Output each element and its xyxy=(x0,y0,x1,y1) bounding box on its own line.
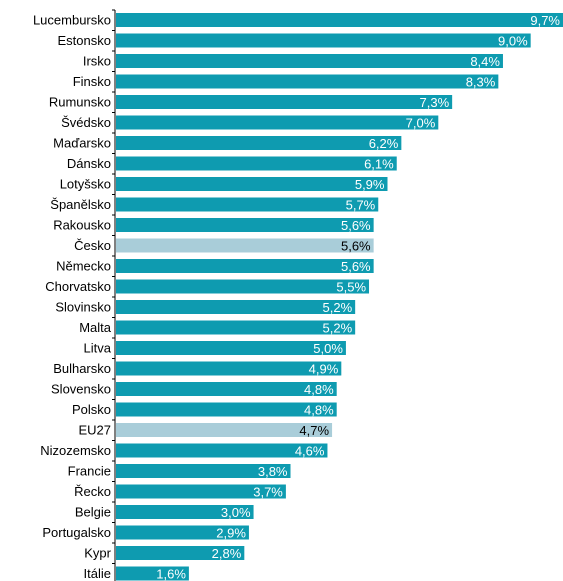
category-label: Rumunsko xyxy=(49,95,111,110)
value-label: 4,8% xyxy=(304,403,334,418)
category-label: EU27 xyxy=(78,423,111,438)
value-label: 8,3% xyxy=(466,75,496,90)
bar xyxy=(116,341,346,355)
bar xyxy=(116,218,374,232)
category-label: Maďarsko xyxy=(53,136,111,151)
value-label: 7,0% xyxy=(406,116,436,131)
category-label: Lotyšsko xyxy=(60,177,111,192)
bar xyxy=(116,566,189,581)
bar xyxy=(116,443,328,458)
category-label: Dánsko xyxy=(67,156,111,171)
value-label: 2,8% xyxy=(212,546,242,561)
category-label: Chorvatsko xyxy=(45,279,111,294)
category-label: Belgie xyxy=(75,505,111,520)
category-label: Švédsko xyxy=(61,115,111,130)
category-label: Estonsko xyxy=(58,33,111,48)
category-label: Nizozemsko xyxy=(40,443,111,458)
value-label: 6,2% xyxy=(369,136,399,151)
bar xyxy=(116,525,249,540)
bar xyxy=(116,464,291,478)
bar xyxy=(116,259,374,273)
category-label: Finsko xyxy=(73,74,111,89)
category-label: Polsko xyxy=(72,402,111,417)
value-label: 3,7% xyxy=(253,485,283,500)
bar xyxy=(116,54,503,68)
category-label: Litva xyxy=(84,341,112,356)
value-label: 4,9% xyxy=(309,362,339,377)
category-label: Itálie xyxy=(84,566,111,581)
value-label: 5,0% xyxy=(313,341,343,356)
value-label: 5,6% xyxy=(341,218,371,233)
value-label: 3,8% xyxy=(258,464,288,479)
value-label: 8,4% xyxy=(470,54,500,69)
bar-highlighted xyxy=(116,423,333,437)
category-label: Irsko xyxy=(83,54,111,69)
category-label: Slovensko xyxy=(51,382,111,397)
bar-highlighted xyxy=(116,238,374,253)
value-label: 9,0% xyxy=(498,34,528,49)
value-label: 4,7% xyxy=(299,423,329,438)
value-label: 5,2% xyxy=(323,300,353,315)
value-label: 4,8% xyxy=(304,382,334,397)
value-label: 5,9% xyxy=(355,177,385,192)
value-label: 9,7% xyxy=(530,13,560,28)
value-label: 5,6% xyxy=(341,259,371,274)
category-label: Malta xyxy=(79,320,112,335)
category-label: Německo xyxy=(56,259,111,274)
bar xyxy=(116,320,356,335)
bar xyxy=(116,361,342,376)
bar xyxy=(116,136,402,150)
value-label: 5,7% xyxy=(346,198,376,213)
bar xyxy=(116,484,286,499)
category-label: Francie xyxy=(68,464,111,479)
value-label: 3,0% xyxy=(221,505,251,520)
bar xyxy=(116,115,439,130)
category-label: Kypr xyxy=(84,546,111,561)
bar xyxy=(116,95,453,109)
bar xyxy=(116,197,379,212)
value-label: 5,5% xyxy=(336,280,366,295)
bar xyxy=(116,33,531,48)
category-label: Česko xyxy=(74,238,111,253)
value-label: 4,6% xyxy=(295,444,325,459)
bar xyxy=(116,382,337,396)
category-label: Slovinsko xyxy=(55,300,111,315)
bar xyxy=(116,300,356,314)
value-label: 5,2% xyxy=(323,321,353,336)
category-label: Řecko xyxy=(74,484,111,499)
category-label: Bulharsko xyxy=(53,361,111,376)
category-label: Španělsko xyxy=(50,197,111,212)
bar xyxy=(116,13,563,27)
value-label: 6,1% xyxy=(364,157,394,172)
category-label: Rakousko xyxy=(53,218,111,233)
value-label: 2,9% xyxy=(216,526,246,541)
bar xyxy=(116,402,337,417)
bar xyxy=(116,177,388,191)
value-label: 5,6% xyxy=(341,239,371,254)
value-label: 1,6% xyxy=(156,567,186,581)
bar xyxy=(116,505,254,519)
value-label: 7,3% xyxy=(420,95,450,110)
bar xyxy=(116,74,499,89)
category-label: Portugalsko xyxy=(42,525,111,540)
bar xyxy=(116,156,397,171)
bar xyxy=(116,279,370,294)
bar xyxy=(116,546,245,560)
category-label: Lucembursko xyxy=(33,13,111,28)
